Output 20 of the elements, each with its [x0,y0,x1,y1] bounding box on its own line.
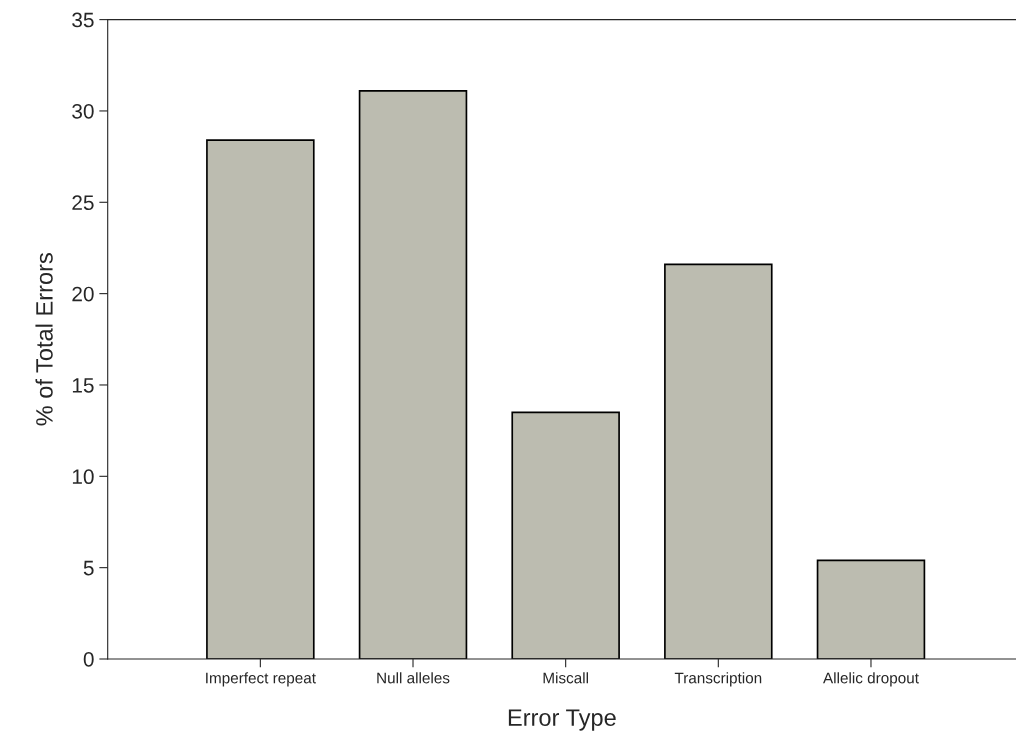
y-tick-label: 25 [72,195,94,211]
x-axis-title: Error Type [508,709,616,731]
x-tick-label: Miscall [543,672,588,684]
bar [206,139,315,659]
bar [511,411,620,659]
x-tick-label: Imperfect repeat [206,672,316,687]
y-tick-label: 20 [72,286,94,302]
x-tick-label: Transcription [674,672,762,687]
y-tick-label: 5 [83,560,94,576]
bar [816,559,926,659]
y-tick-label: 0 [83,652,94,667]
y-tick-label: 30 [72,103,94,119]
bar [358,90,468,659]
bar [664,263,773,659]
x-tick-label: Null alleles [377,672,450,684]
x-tick-label: Allelic dropout [823,672,919,687]
y-tick-label: 15 [72,378,94,393]
y-tick-label: 10 [72,469,94,485]
y-axis-title: % of Total Errors [35,253,53,426]
y-tick-label: 35 [72,12,94,28]
